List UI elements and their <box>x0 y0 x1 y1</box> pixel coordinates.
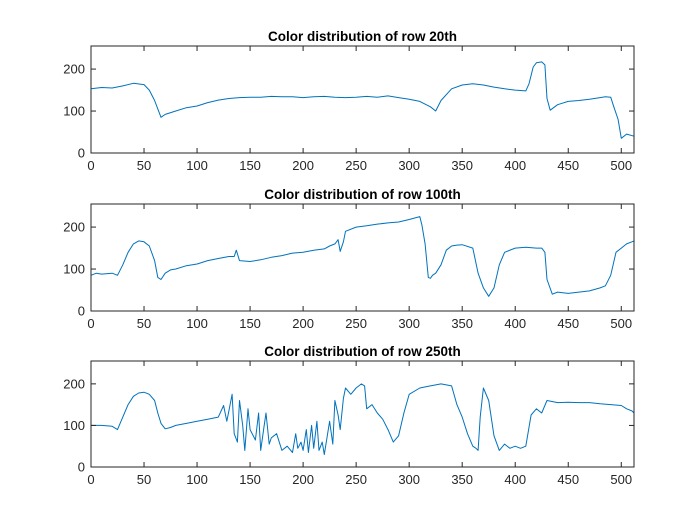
x-tick-label: 450 <box>557 472 579 487</box>
x-tick-label: 50 <box>137 472 151 487</box>
subplot-row-250: Color distribution of row 250th 0 50 100 15… <box>63 344 635 487</box>
x-tick-label: 150 <box>239 472 261 487</box>
y-tick-label: 0 <box>78 146 85 161</box>
x-tick-label: 450 <box>557 316 579 331</box>
y-tick-label: 200 <box>63 376 85 391</box>
x-tick-label: 300 <box>398 158 420 173</box>
x-tick-label: 0 <box>87 472 94 487</box>
series-line <box>90 216 635 297</box>
y-tick-label: 0 <box>78 304 85 319</box>
x-tick-label: 500 <box>610 316 632 331</box>
series-line <box>90 61 635 139</box>
x-tick-label: 0 <box>87 158 94 173</box>
x-tick-label: 350 <box>451 316 473 331</box>
x-tick-label: 150 <box>239 158 261 173</box>
subplot-title: Color distribution of row 20th <box>268 29 457 44</box>
x-tick-label: 200 <box>292 472 314 487</box>
x-tick-label: 250 <box>345 158 367 173</box>
y-tick-label: 100 <box>63 104 85 119</box>
y-tick-label: 100 <box>63 262 85 277</box>
x-tick-label: 150 <box>239 316 261 331</box>
subplot-row-100: Color distribution of row 100th 0 50 100 15… <box>63 187 635 331</box>
x-tick-label: 450 <box>557 158 579 173</box>
x-tick-label: 400 <box>504 316 526 331</box>
series-line <box>91 383 635 455</box>
x-tick-label: 500 <box>610 158 632 173</box>
x-tick-label: 50 <box>137 316 151 331</box>
x-tick-label: 0 <box>87 316 94 331</box>
x-tick-label: 300 <box>398 316 420 331</box>
subplot-title: Color distribution of row 250th <box>264 344 461 359</box>
x-tick-label: 100 <box>186 472 208 487</box>
x-tick-label: 350 <box>451 472 473 487</box>
x-tick-label: 200 <box>292 316 314 331</box>
subplot-title: Color distribution of row 100th <box>264 187 461 202</box>
x-tick-label: 500 <box>610 472 632 487</box>
x-tick-label: 250 <box>345 316 367 331</box>
y-tick-label: 200 <box>63 62 85 77</box>
y-tick-label: 200 <box>63 220 85 235</box>
x-tick-label: 300 <box>398 472 420 487</box>
x-tick-label: 100 <box>186 158 208 173</box>
subplot-row-20: Color distribution of row 20th 0 50 100 150… <box>63 29 635 173</box>
x-tick-label: 200 <box>292 158 314 173</box>
axes-box <box>90 360 635 468</box>
y-tick-label: 0 <box>78 460 85 475</box>
x-tick-label: 50 <box>137 158 151 173</box>
x-tick-label: 350 <box>451 158 473 173</box>
x-tick-label: 100 <box>186 316 208 331</box>
x-tick-label: 250 <box>345 472 367 487</box>
x-tick-label: 400 <box>504 158 526 173</box>
axes-box <box>90 203 635 312</box>
x-tick-label: 400 <box>504 472 526 487</box>
y-tick-label: 100 <box>63 418 85 433</box>
axes-box <box>90 45 635 154</box>
